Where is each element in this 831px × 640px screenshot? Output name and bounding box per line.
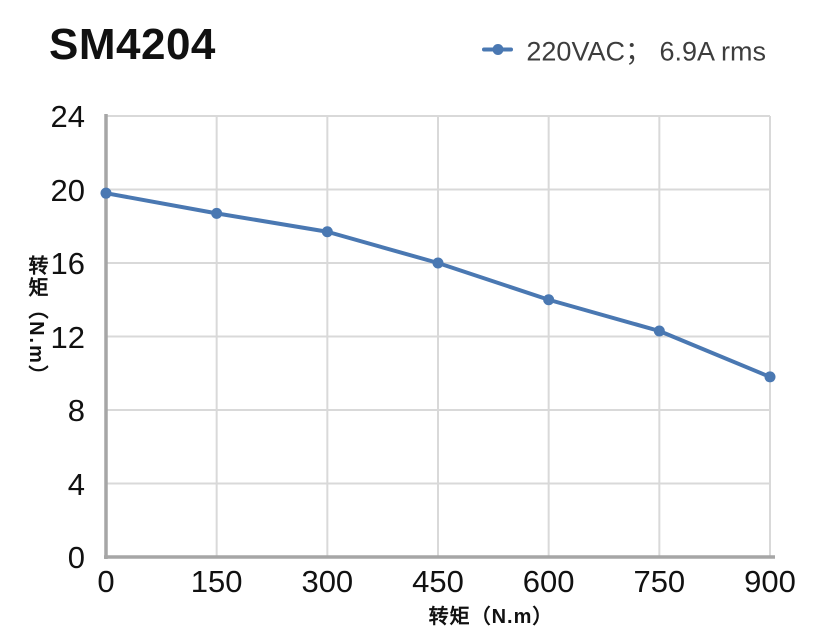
- y-axis-tick-label: 12: [50, 319, 85, 355]
- data-point-marker: [100, 187, 112, 199]
- data-point-marker: [543, 294, 555, 306]
- data-point-marker: [321, 226, 333, 238]
- chart-title: SM4204: [49, 20, 216, 69]
- y-axis-tick-label: 0: [67, 540, 85, 575]
- legend-line-dot-icon: [482, 43, 514, 55]
- x-axis-tick-label: 600: [522, 564, 575, 599]
- x-axis-title: 转矩（N.m）: [428, 606, 554, 628]
- y-axis-tick-label: 20: [50, 172, 85, 208]
- x-axis-tick-label: 300: [301, 564, 354, 599]
- data-point-marker: [764, 371, 776, 383]
- x-axis-tick-label: 150: [190, 564, 243, 599]
- x-axis-tick-label: 450: [412, 564, 464, 599]
- legend: 220VAC； 6.9A rms: [482, 30, 766, 69]
- data-point-marker: [653, 325, 665, 337]
- x-axis-tick-label: 750: [633, 564, 686, 599]
- legend-series-label: 220VAC； 6.9A rms: [526, 36, 766, 67]
- y-axis-tick-label: 24: [50, 99, 85, 134]
- legend-dot-icon: [492, 43, 504, 55]
- data-point-marker: [432, 257, 444, 269]
- x-axis-tick-label: 900: [744, 564, 796, 599]
- x-axis-tick-label: 0: [97, 564, 115, 599]
- y-axis-tick-label: 8: [67, 393, 85, 428]
- y-axis-title: 转矩（N.m）: [25, 255, 47, 387]
- data-point-marker: [211, 207, 223, 219]
- y-axis-tick-label: 4: [67, 466, 85, 502]
- y-axis-tick-label: 16: [50, 246, 85, 281]
